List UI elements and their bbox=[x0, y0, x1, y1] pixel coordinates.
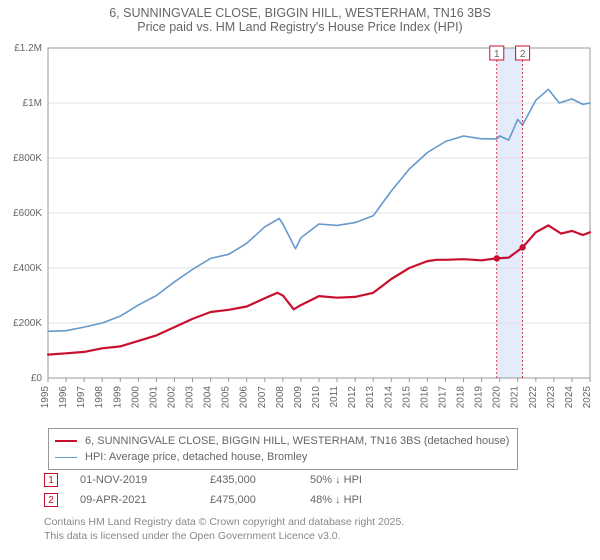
legend-swatch-price-paid bbox=[55, 440, 77, 442]
svg-text:2: 2 bbox=[520, 49, 526, 60]
svg-text:£400K: £400K bbox=[13, 263, 42, 274]
transaction-vs-hpi: 50% ↓ HPI bbox=[310, 474, 430, 486]
footer-line-2: This data is licensed under the Open Gov… bbox=[44, 530, 404, 544]
svg-text:2014: 2014 bbox=[383, 386, 394, 409]
legend-swatch-hpi bbox=[55, 457, 77, 458]
svg-text:2018: 2018 bbox=[456, 386, 467, 409]
svg-text:2013: 2013 bbox=[365, 386, 376, 409]
svg-text:1996: 1996 bbox=[58, 386, 69, 409]
chart-plot-area: £0 £200K £400K £600K £800K £1M £1.2M 1995 1996 19… bbox=[0, 36, 600, 416]
svg-text:2012: 2012 bbox=[347, 386, 358, 409]
svg-text:£0: £0 bbox=[31, 373, 43, 384]
table-row: 2 09-APR-2021 £475,000 48% ↓ HPI bbox=[44, 490, 430, 510]
svg-text:£600K: £600K bbox=[13, 208, 42, 219]
chart-title: 6, SUNNINGVALE CLOSE, BIGGIN HILL, WESTE… bbox=[0, 0, 600, 36]
svg-text:2023: 2023 bbox=[546, 386, 557, 409]
svg-text:2003: 2003 bbox=[185, 386, 196, 409]
svg-text:2025: 2025 bbox=[582, 386, 593, 409]
svg-text:1998: 1998 bbox=[94, 386, 105, 409]
svg-text:1999: 1999 bbox=[112, 386, 123, 409]
svg-text:2022: 2022 bbox=[528, 386, 539, 409]
legend-row: 6, SUNNINGVALE CLOSE, BIGGIN HILL, WESTE… bbox=[55, 433, 509, 449]
table-row: 1 01-NOV-2019 £435,000 50% ↓ HPI bbox=[44, 470, 430, 490]
transaction-marker-icon: 1 bbox=[44, 473, 58, 487]
svg-text:2002: 2002 bbox=[166, 386, 177, 409]
svg-text:£800K: £800K bbox=[13, 153, 42, 164]
svg-text:1995: 1995 bbox=[40, 386, 51, 409]
transaction-vs-hpi: 48% ↓ HPI bbox=[310, 494, 430, 506]
svg-text:2017: 2017 bbox=[437, 386, 448, 409]
transaction-price: £435,000 bbox=[210, 474, 310, 486]
svg-text:1997: 1997 bbox=[76, 386, 87, 409]
title-line-1: 6, SUNNINGVALE CLOSE, BIGGIN HILL, WESTE… bbox=[10, 6, 590, 20]
footer-line-1: Contains HM Land Registry data © Crown c… bbox=[44, 516, 404, 530]
svg-text:2000: 2000 bbox=[130, 386, 141, 409]
svg-text:2007: 2007 bbox=[257, 386, 268, 409]
svg-text:£1M: £1M bbox=[23, 98, 42, 109]
svg-text:£1.2M: £1.2M bbox=[14, 43, 42, 54]
svg-text:2006: 2006 bbox=[239, 386, 250, 409]
svg-text:2019: 2019 bbox=[474, 386, 485, 409]
marker-number: 2 bbox=[48, 495, 54, 506]
footer-attribution: Contains HM Land Registry data © Crown c… bbox=[44, 516, 404, 543]
transaction-date: 09-APR-2021 bbox=[80, 494, 210, 506]
svg-text:£200K: £200K bbox=[13, 318, 42, 329]
title-line-2: Price paid vs. HM Land Registry's House … bbox=[10, 20, 590, 34]
line-chart-svg: £0 £200K £400K £600K £800K £1M £1.2M 1995 1996 19… bbox=[0, 36, 600, 416]
svg-text:2016: 2016 bbox=[419, 386, 430, 409]
svg-text:2008: 2008 bbox=[275, 386, 286, 409]
svg-text:2024: 2024 bbox=[564, 386, 575, 409]
transactions-table: 1 01-NOV-2019 £435,000 50% ↓ HPI 2 09-AP… bbox=[44, 470, 430, 510]
transaction-price: £475,000 bbox=[210, 494, 310, 506]
legend-label: HPI: Average price, detached house, Brom… bbox=[85, 451, 307, 463]
svg-text:2015: 2015 bbox=[401, 386, 412, 409]
legend: 6, SUNNINGVALE CLOSE, BIGGIN HILL, WESTE… bbox=[48, 428, 518, 470]
transaction-date: 01-NOV-2019 bbox=[80, 474, 210, 486]
svg-text:2011: 2011 bbox=[329, 386, 340, 408]
svg-text:2009: 2009 bbox=[293, 386, 304, 409]
svg-text:2020: 2020 bbox=[492, 386, 503, 409]
legend-row: HPI: Average price, detached house, Brom… bbox=[55, 449, 509, 465]
marker-number: 1 bbox=[48, 475, 54, 486]
legend-label: 6, SUNNINGVALE CLOSE, BIGGIN HILL, WESTE… bbox=[85, 435, 509, 447]
svg-text:2001: 2001 bbox=[148, 386, 159, 409]
svg-text:2005: 2005 bbox=[221, 386, 232, 409]
svg-text:2021: 2021 bbox=[510, 386, 521, 409]
svg-text:1: 1 bbox=[494, 49, 500, 60]
svg-text:2010: 2010 bbox=[311, 386, 322, 409]
svg-text:2004: 2004 bbox=[203, 386, 214, 409]
transaction-marker-icon: 2 bbox=[44, 493, 58, 507]
